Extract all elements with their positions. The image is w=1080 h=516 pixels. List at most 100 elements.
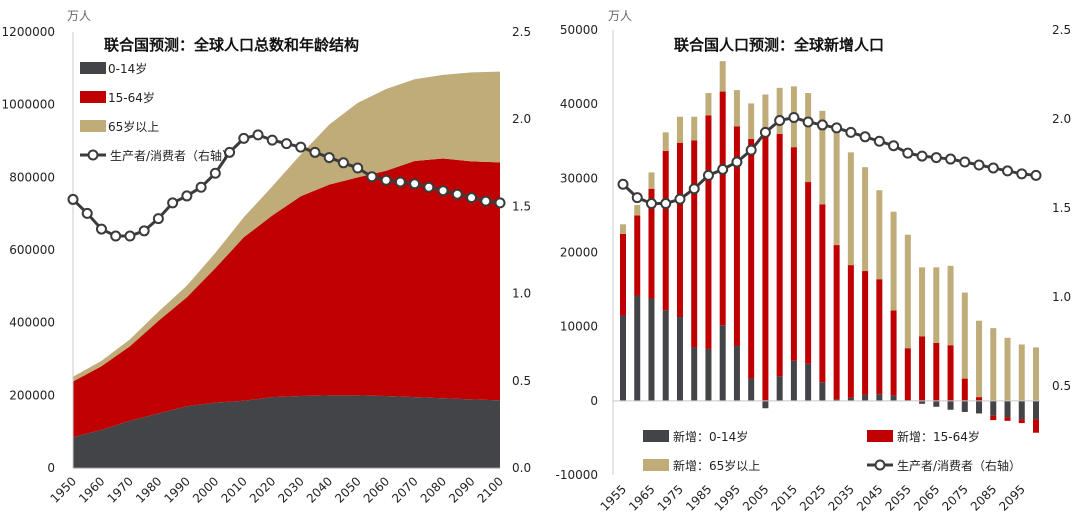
bar-segment-1	[1018, 419, 1025, 424]
bar-segment-0	[776, 376, 783, 401]
bar-segment-1	[748, 139, 755, 379]
area-series-1	[73, 158, 500, 438]
bar-segment-2	[691, 116, 698, 141]
ratio-point	[888, 140, 900, 152]
bar-segment-2	[719, 61, 726, 92]
bar-series	[613, 61, 1040, 433]
ratio-point	[167, 197, 179, 209]
bar-segment-1	[862, 271, 869, 395]
x-tick-label: 1980	[133, 474, 164, 505]
bar-segment-1	[1033, 419, 1039, 433]
bar-segment-1	[947, 345, 954, 401]
ratio-line-series	[67, 129, 506, 242]
left-y-tick-label: -10000	[555, 468, 598, 482]
bar-segment-2	[847, 152, 854, 266]
legend-swatch	[80, 62, 106, 74]
bar-segment-2	[904, 234, 911, 349]
bar-segment-0	[933, 400, 940, 407]
ratio-point	[437, 185, 449, 197]
bar-segment-1	[1004, 417, 1011, 421]
x-tick-label: 2020	[247, 474, 278, 505]
x-tick-label: 2070	[389, 474, 420, 505]
right-y-tick-label: 2.0	[1052, 112, 1071, 126]
ratio-point	[702, 169, 714, 181]
ratio-point	[774, 114, 786, 126]
ratio-point	[466, 192, 478, 204]
x-tick-label: 2055	[882, 482, 913, 513]
ratio-point	[745, 144, 757, 156]
left-y-tick-label: 50000	[560, 23, 598, 37]
bar-segment-2	[1004, 337, 1011, 401]
ratio-point	[81, 207, 93, 219]
right-y-tick-label: 2.5	[512, 25, 531, 39]
bar-segment-2	[805, 93, 812, 183]
right-y-tick-label: 0.0	[512, 461, 531, 475]
bar-segment-0	[876, 394, 883, 401]
ratio-point	[617, 178, 629, 190]
left-axis-unit: 万人	[608, 9, 632, 23]
bar-segment-2	[919, 267, 926, 337]
x-tick-label: 2005	[740, 482, 771, 513]
right-y-ticks: 0.0 0.5 1.0 1.5 2.0 2.5	[512, 25, 531, 475]
left-y-tick-label: 800000	[9, 170, 55, 184]
x-tick-label: 1970	[105, 474, 136, 505]
x-tick-label: 2080	[418, 474, 449, 505]
x-tick-label: 1950	[48, 474, 79, 505]
ratio-point	[124, 230, 136, 242]
ratio-point	[674, 193, 686, 205]
x-tick-label: 1955	[598, 482, 629, 513]
bar-segment-0	[620, 315, 626, 401]
ratio-point	[494, 197, 506, 209]
bar-segment-0	[648, 298, 655, 401]
bar-segment-2	[961, 292, 968, 379]
ratio-point	[451, 188, 463, 200]
bar-segment-2	[634, 205, 641, 216]
x-tick-label: 2035	[825, 482, 856, 513]
bar-segment-0	[862, 394, 869, 401]
ratio-point	[380, 174, 392, 186]
bar-segment-2	[676, 116, 683, 143]
legend-label: 生产者/消费者（右轴）	[110, 148, 234, 163]
ratio-point	[688, 183, 700, 195]
ratio-point	[224, 146, 236, 158]
bar-segment-0	[1018, 400, 1025, 420]
ratio-point	[916, 150, 928, 162]
bar-segment-2	[990, 328, 997, 401]
bar-segment-2	[947, 265, 954, 346]
bar-segment-0	[790, 360, 797, 401]
legend-marker	[874, 459, 886, 471]
left-y-tick-label: 600000	[9, 243, 55, 257]
x-tick-label: 1995	[712, 482, 743, 513]
ratio-point	[95, 223, 107, 235]
bar-segment-1	[790, 147, 797, 361]
x-tick-label: 2075	[939, 482, 970, 513]
x-tick-label: 2050	[332, 474, 363, 505]
right-y-tick-label: 2.0	[512, 112, 531, 126]
ratio-point	[873, 135, 885, 147]
x-tick-label: 2085	[968, 482, 999, 513]
bar-segment-0	[961, 400, 968, 412]
bar-segment-2	[1033, 347, 1039, 401]
bar-segment-0	[833, 399, 840, 401]
left-y-tick-label: 200000	[9, 388, 55, 402]
bar-segment-1	[876, 279, 883, 395]
ratio-point	[731, 156, 743, 168]
bar-segment-2	[1018, 344, 1025, 401]
ratio-point	[281, 138, 292, 150]
x-tick-label: 2000	[190, 474, 221, 505]
right-y-ticks: 0.5 1.0 1.5 2.0 2.5	[1052, 23, 1071, 393]
ratio-point	[1002, 165, 1014, 177]
bar-segment-0	[691, 347, 698, 401]
x-tick-label: 2090	[446, 474, 477, 505]
bar-segment-1	[648, 188, 655, 299]
ratio-point	[394, 176, 406, 188]
x-tick-label: 2095	[996, 482, 1027, 513]
bar-segment-0	[805, 363, 812, 401]
bar-segment-1	[719, 91, 726, 326]
legend-label: 新增：65岁以上	[673, 458, 760, 473]
ratio-point	[295, 141, 307, 153]
left-axis-unit: 万人	[67, 9, 91, 23]
ratio-point	[337, 157, 349, 169]
x-tick-label: 2015	[769, 482, 800, 513]
